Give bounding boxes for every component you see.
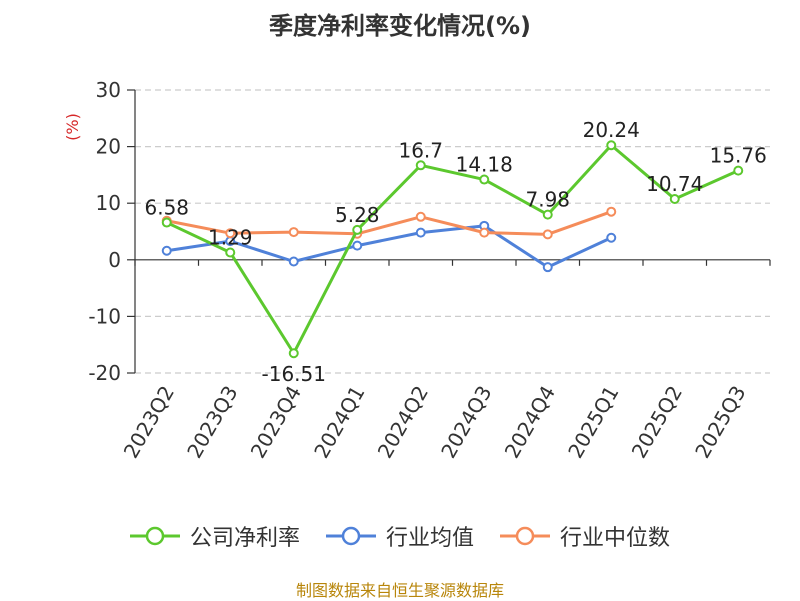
data-point bbox=[479, 174, 490, 185]
source-note: 制图数据来自恒生聚源数据库 bbox=[295, 581, 504, 600]
data-label: 6.58 bbox=[144, 196, 189, 220]
data-label: 1.29 bbox=[208, 225, 253, 249]
data-point bbox=[288, 256, 299, 267]
series-line bbox=[166, 224, 612, 269]
data-point bbox=[415, 227, 426, 238]
data-point bbox=[479, 227, 490, 238]
x-tick-label: 2024Q2 bbox=[373, 382, 433, 463]
legend-label: 行业中位数 bbox=[560, 526, 671, 551]
y-tick-label: 20 bbox=[96, 135, 121, 159]
data-point bbox=[415, 211, 426, 222]
series-line bbox=[166, 210, 612, 236]
data-point bbox=[542, 209, 553, 220]
y-tick-label: 30 bbox=[96, 78, 121, 102]
y-tick-label: -20 bbox=[88, 361, 121, 385]
data-point bbox=[606, 140, 617, 151]
chart-title: 季度净利率变化情况(%) bbox=[269, 12, 531, 40]
data-point bbox=[352, 240, 363, 251]
y-tick-label: 10 bbox=[96, 191, 121, 215]
y-axis-label: (%) bbox=[63, 113, 82, 141]
series-line bbox=[166, 143, 739, 355]
legend-item[interactable]: 行业中位数 bbox=[500, 520, 670, 552]
data-point bbox=[288, 227, 299, 238]
legend-symbol bbox=[129, 526, 180, 546]
data-point bbox=[542, 229, 553, 240]
data-point bbox=[288, 348, 299, 359]
x-tick-label: 2025Q3 bbox=[690, 382, 750, 463]
data-point bbox=[669, 194, 680, 205]
legend-item[interactable]: 公司净利率 bbox=[129, 520, 300, 552]
x-tick-label: 2023Q4 bbox=[246, 382, 306, 463]
data-point bbox=[161, 245, 172, 256]
x-tick-label: 2024Q3 bbox=[436, 382, 496, 463]
y-tick-label: -10 bbox=[88, 304, 121, 328]
data-label: 16.7 bbox=[398, 138, 443, 162]
x-tick-label: 2024Q4 bbox=[500, 382, 560, 463]
data-point bbox=[225, 247, 236, 258]
data-point bbox=[415, 160, 426, 171]
x-tick-label: 2023Q2 bbox=[119, 382, 179, 463]
legend: 公司净利率 行业均值 行业中位数 bbox=[0, 520, 800, 552]
data-point bbox=[606, 206, 617, 217]
data-label: 10.74 bbox=[646, 172, 703, 196]
data-point bbox=[352, 224, 363, 235]
data-point bbox=[161, 217, 172, 228]
data-point bbox=[733, 165, 744, 176]
data-label: 14.18 bbox=[456, 153, 513, 177]
y-tick-label: 0 bbox=[108, 248, 121, 272]
legend-item[interactable]: 行业均值 bbox=[325, 520, 474, 552]
data-point bbox=[606, 232, 617, 243]
legend-symbol bbox=[325, 526, 376, 546]
data-label: 15.76 bbox=[710, 144, 767, 168]
data-label: -16.51 bbox=[262, 362, 326, 386]
legend-label: 行业均值 bbox=[385, 526, 474, 551]
data-label: 20.24 bbox=[583, 118, 640, 142]
x-tick-label: 2024Q1 bbox=[309, 382, 369, 463]
data-label: 7.98 bbox=[525, 188, 570, 212]
legend-label: 公司净利率 bbox=[189, 526, 300, 551]
x-tick-label: 2023Q3 bbox=[182, 382, 242, 463]
data-label: 5.28 bbox=[335, 203, 380, 227]
data-point bbox=[225, 228, 236, 239]
x-tick-label: 2025Q1 bbox=[563, 382, 623, 463]
legend-symbol bbox=[500, 526, 550, 546]
data-point bbox=[542, 262, 553, 273]
x-tick-label: 2025Q2 bbox=[627, 382, 687, 463]
